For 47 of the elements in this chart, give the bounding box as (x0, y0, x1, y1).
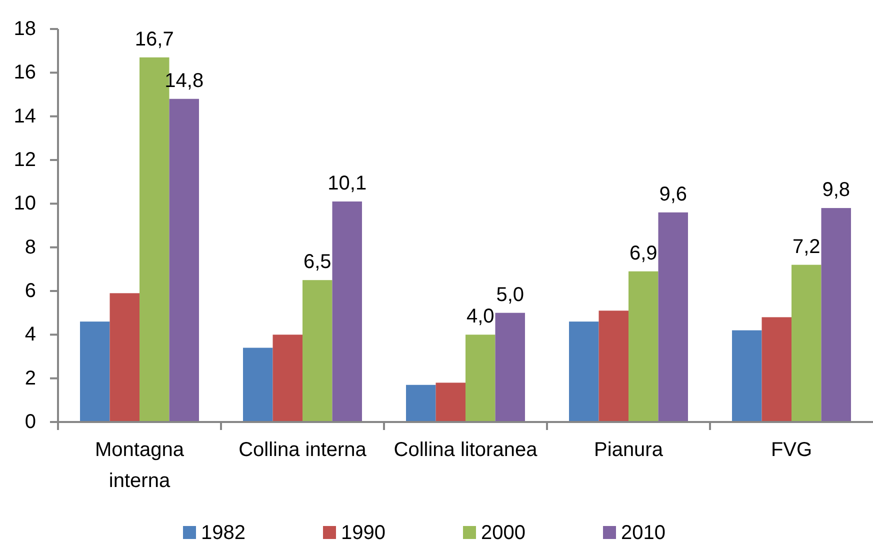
legend-label: 1982 (201, 522, 246, 544)
y-tick-label: 10 (14, 192, 36, 215)
y-tick-label: 14 (14, 105, 36, 128)
y-tick-label: 8 (24, 236, 36, 258)
data-label: 6,9 (629, 242, 658, 264)
bar (169, 98, 199, 422)
bar (466, 334, 496, 422)
y-tick-label: 16 (14, 62, 36, 84)
bar (243, 348, 273, 422)
bar (110, 293, 140, 422)
data-label: 10,1 (328, 172, 367, 194)
bar (658, 212, 688, 422)
y-tick-label: 2 (24, 367, 36, 390)
legend-label: 2010 (621, 522, 666, 544)
legend-label: 1990 (341, 522, 386, 544)
data-label: 9,6 (659, 183, 688, 206)
bar (569, 322, 599, 422)
bar (80, 322, 110, 422)
x-tick-label: FVG (770, 439, 812, 461)
data-label: 16,7 (134, 28, 174, 50)
data-label: 7,2 (792, 236, 820, 258)
data-label: 5,0 (496, 284, 524, 306)
y-tick-label: 6 (24, 280, 36, 302)
bar (495, 312, 525, 422)
bar (302, 280, 332, 422)
x-tick-label: Montagna interna (95, 439, 185, 492)
y-tick-label: 4 (24, 324, 36, 346)
x-tick-label: Collina litoranea (394, 439, 538, 461)
y-tick-label: 0 (24, 411, 36, 433)
x-tick-label: Collina interna (238, 439, 368, 461)
bar (598, 310, 628, 422)
bar (762, 317, 792, 422)
x-tick-label: Pianura (594, 439, 664, 461)
data-label: 4,0 (466, 306, 494, 328)
bar (406, 384, 436, 422)
bar (272, 334, 302, 422)
bar (732, 330, 762, 422)
data-label: 6,5 (303, 251, 332, 274)
bar (628, 271, 658, 422)
bar (332, 201, 362, 422)
bar (792, 264, 822, 422)
y-tick-label: 18 (14, 18, 36, 40)
data-label: 9,8 (822, 179, 850, 202)
bar (436, 382, 466, 422)
legend-label: 2000 (481, 522, 526, 544)
y-tick-label: 12 (14, 149, 36, 171)
bar (821, 208, 851, 422)
